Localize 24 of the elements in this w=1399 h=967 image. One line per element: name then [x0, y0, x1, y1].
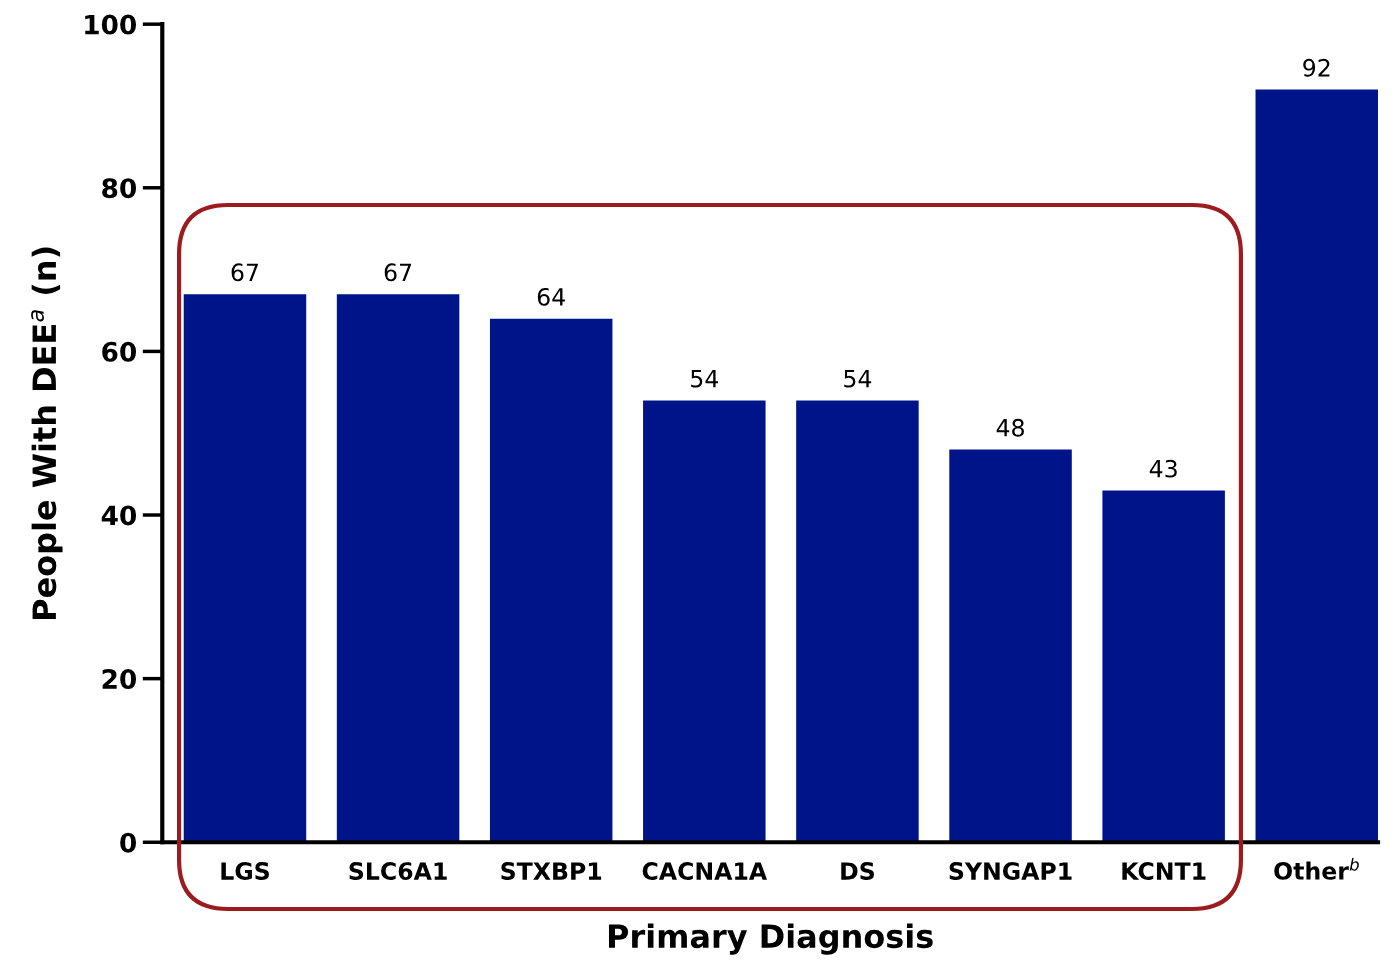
y-tick-label: 60	[102, 341, 137, 362]
x-tick-label: LGS	[221, 862, 269, 880]
data-label: 54	[691, 370, 719, 388]
y-tick-label: 40	[101, 505, 137, 526]
x-tick-label: CACNA1A	[642, 862, 768, 880]
x-tick-label: KCNT1	[1122, 862, 1206, 880]
data-label: 92	[1303, 58, 1330, 77]
y-axis-title: People With DEE$^{a}$ (n)	[31, 247, 63, 619]
x-tick-label: DS	[841, 862, 874, 880]
data-label: 54	[844, 370, 872, 388]
y-tick-label: 100	[85, 14, 137, 35]
y-tick-label: 80	[102, 178, 137, 199]
x-tick-label: Other$^{b}$	[1274, 857, 1359, 880]
x-tick-label: STXBP1	[501, 862, 602, 880]
data-label: 48	[996, 418, 1024, 437]
x-axis-title: Primary Diagnosis	[608, 923, 933, 955]
x-tick-label: SLC6A1	[349, 862, 447, 880]
data-label: 67	[231, 263, 258, 282]
data-label: 43	[1149, 459, 1177, 478]
data-label: 67	[384, 263, 412, 282]
data-label: 64	[537, 287, 565, 306]
y-tick-label: 20	[102, 669, 137, 690]
y-tick-label: 0	[120, 832, 137, 853]
x-tick-label: SYNGAP1	[949, 862, 1072, 880]
